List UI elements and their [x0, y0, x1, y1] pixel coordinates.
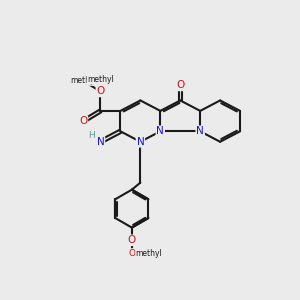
- Text: methyl: methyl: [70, 76, 97, 85]
- Text: methyl: methyl: [87, 75, 114, 84]
- Text: methyl: methyl: [136, 249, 162, 258]
- Text: O: O: [128, 235, 136, 245]
- Text: O: O: [128, 249, 135, 258]
- Text: O: O: [79, 116, 87, 126]
- Text: N: N: [196, 126, 204, 136]
- Text: H: H: [88, 131, 94, 140]
- Text: N: N: [136, 137, 144, 147]
- Text: N: N: [97, 137, 104, 147]
- Text: O: O: [176, 80, 184, 90]
- Text: O: O: [96, 86, 105, 96]
- Text: N: N: [156, 126, 164, 136]
